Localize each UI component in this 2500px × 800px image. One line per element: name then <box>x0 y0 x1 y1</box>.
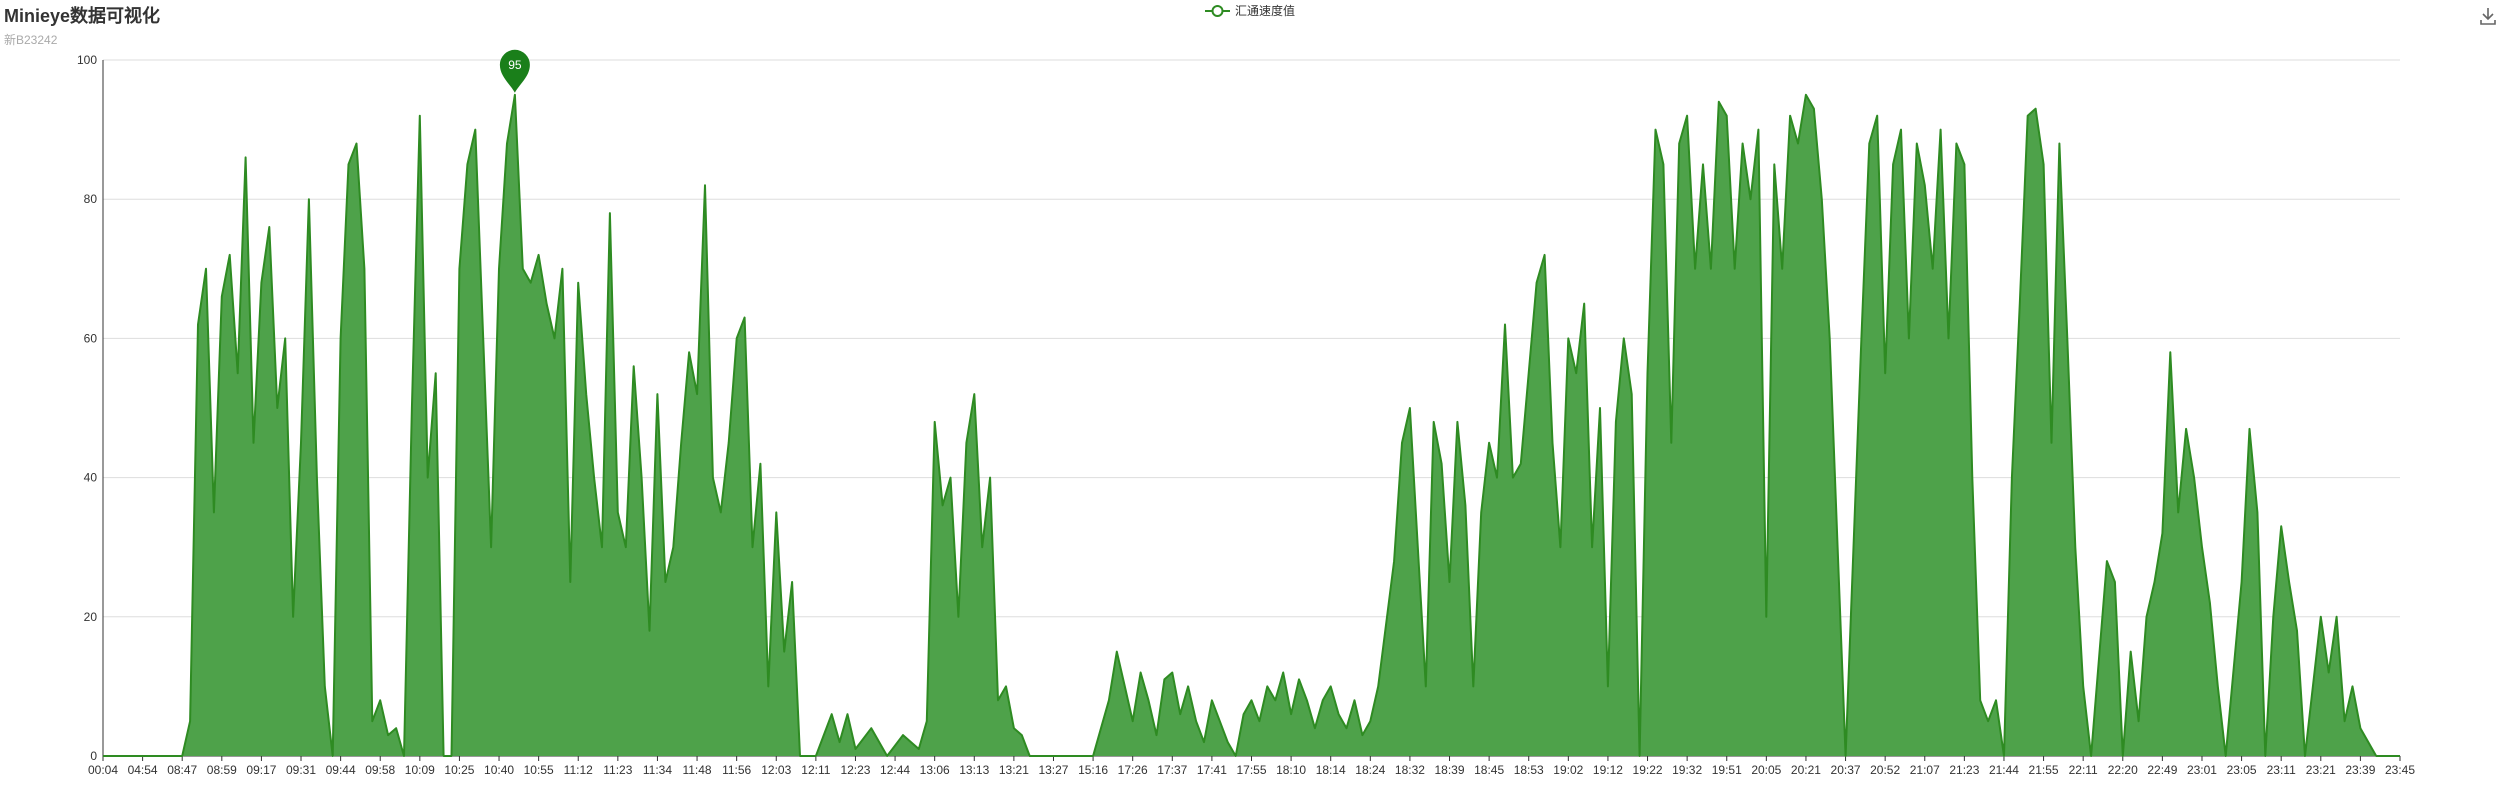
x-tick-label: 13:21 <box>999 763 1029 777</box>
page-subtitle: 新B23242 <box>4 33 58 47</box>
x-tick-label: 23:45 <box>2385 763 2415 777</box>
x-tick-label: 17:41 <box>1197 763 1227 777</box>
y-tick-label: 0 <box>90 749 97 763</box>
x-tick-label: 19:22 <box>1633 763 1663 777</box>
x-tick-label: 18:10 <box>1276 763 1306 777</box>
x-tick-label: 08:47 <box>167 763 197 777</box>
x-tick-label: 20:05 <box>1751 763 1781 777</box>
download-icon[interactable] <box>2478 6 2498 26</box>
x-tick-label: 10:09 <box>405 763 435 777</box>
legend-item[interactable]: 汇通速度值 <box>1205 2 1295 19</box>
x-tick-label: 20:37 <box>1831 763 1861 777</box>
x-tick-label: 18:32 <box>1395 763 1425 777</box>
x-tick-label: 19:51 <box>1712 763 1742 777</box>
x-tick-label: 10:40 <box>484 763 514 777</box>
max-pin-label: 95 <box>508 58 522 72</box>
x-tick-label: 09:44 <box>326 763 356 777</box>
x-tick-label: 11:34 <box>643 763 672 777</box>
x-tick-label: 13:06 <box>920 763 950 777</box>
x-tick-label: 11:48 <box>682 763 711 777</box>
x-tick-label: 18:53 <box>1514 763 1544 777</box>
x-tick-label: 23:21 <box>2306 763 2336 777</box>
y-tick-label: 20 <box>84 610 98 624</box>
x-tick-label: 20:21 <box>1791 763 1821 777</box>
x-tick-label: 17:37 <box>1157 763 1187 777</box>
x-tick-label: 22:20 <box>2108 763 2138 777</box>
x-tick-label: 17:26 <box>1118 763 1148 777</box>
x-tick-label: 19:32 <box>1672 763 1702 777</box>
x-tick-label: 08:59 <box>207 763 237 777</box>
x-tick-label: 12:23 <box>840 763 870 777</box>
x-tick-label: 18:24 <box>1355 763 1385 777</box>
x-tick-label: 22:11 <box>2069 763 2098 777</box>
x-tick-label: 19:02 <box>1553 763 1583 777</box>
x-tick-label: 20:52 <box>1870 763 1900 777</box>
x-tick-label: 19:12 <box>1593 763 1623 777</box>
x-tick-label: 11:56 <box>722 763 751 777</box>
x-tick-label: 09:58 <box>365 763 395 777</box>
x-tick-label: 23:11 <box>2267 763 2296 777</box>
legend-line-circle-icon <box>1205 4 1230 17</box>
series-line <box>103 93 2400 757</box>
x-tick-label: 21:55 <box>2029 763 2059 777</box>
x-tick-label: 11:12 <box>564 763 593 777</box>
x-tick-label: 15:16 <box>1078 763 1108 777</box>
x-tick-label: 22:49 <box>2147 763 2177 777</box>
x-tick-label: 18:39 <box>1435 763 1465 777</box>
x-tick-label: 09:31 <box>286 763 316 777</box>
y-tick-label: 60 <box>84 331 98 345</box>
x-tick-label: 10:55 <box>524 763 554 777</box>
x-tick-label: 04:54 <box>128 763 158 777</box>
x-tick-label: 21:07 <box>1910 763 1940 777</box>
x-tick-label: 13:27 <box>1038 763 1068 777</box>
x-tick-label: 23:39 <box>2345 763 2375 777</box>
x-tick-label: 17:55 <box>1236 763 1266 777</box>
x-tick-label: 12:11 <box>801 763 830 777</box>
max-pin-marker <box>499 49 530 93</box>
x-tick-label: 21:23 <box>1949 763 1979 777</box>
x-tick-label: 23:05 <box>2227 763 2257 777</box>
x-tick-label: 11:23 <box>603 763 632 777</box>
x-tick-label: 13:13 <box>959 763 989 777</box>
y-tick-label: 40 <box>84 471 98 485</box>
y-tick-label: 100 <box>77 53 97 67</box>
x-tick-label: 21:44 <box>1989 763 2019 777</box>
x-tick-label: 12:44 <box>880 763 910 777</box>
page-title: Minieye数据可视化 <box>4 6 161 26</box>
x-tick-label: 09:17 <box>246 763 276 777</box>
x-tick-label: 00:04 <box>88 763 118 777</box>
x-tick-label: 12:03 <box>761 763 791 777</box>
x-tick-label: 10:25 <box>444 763 474 777</box>
series-area <box>103 94 2400 757</box>
legend-label: 汇通速度值 <box>1235 4 1296 18</box>
x-tick-label: 18:45 <box>1474 763 1504 777</box>
x-tick-label: 18:14 <box>1316 763 1346 777</box>
x-tick-label: 23:01 <box>2187 763 2217 777</box>
y-tick-label: 80 <box>84 192 98 206</box>
